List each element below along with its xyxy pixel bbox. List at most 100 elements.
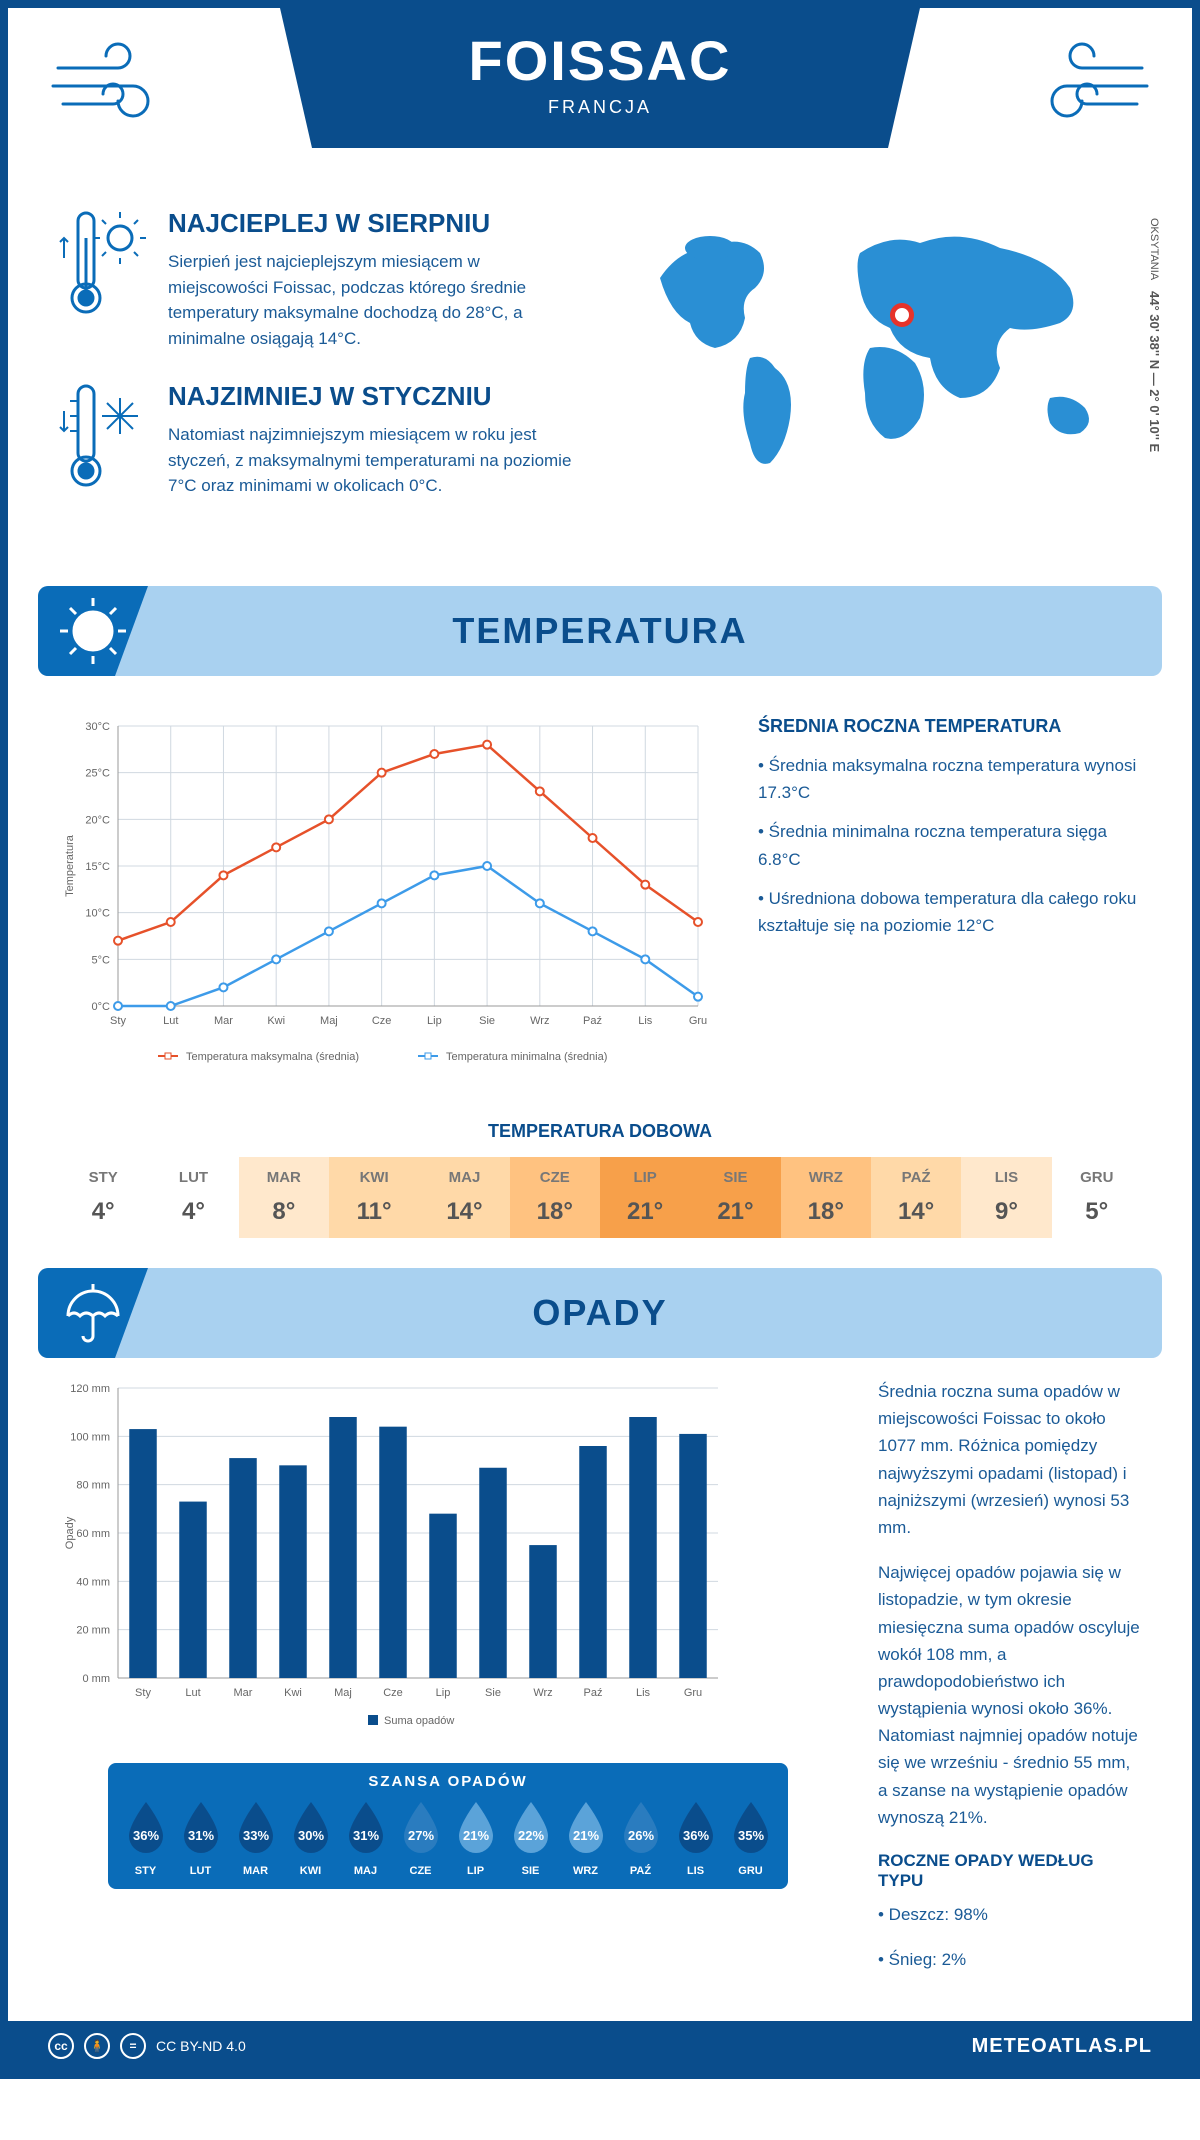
svg-text:21%: 21%	[572, 1828, 598, 1843]
precipitation-row: 0 mm20 mm40 mm60 mm80 mm100 mm120 mmOpad…	[8, 1378, 1192, 1991]
daily-cell: PAŹ14°	[871, 1157, 961, 1238]
svg-text:21%: 21%	[462, 1828, 488, 1843]
svg-text:0 mm: 0 mm	[83, 1673, 111, 1685]
drop-cell: 36% STY	[118, 1800, 173, 1877]
thermometer-sun-icon	[58, 208, 148, 333]
svg-text:10°C: 10°C	[85, 908, 110, 920]
svg-text:36%: 36%	[682, 1828, 708, 1843]
section-title: OPADY	[532, 1292, 667, 1334]
drop-cell: 21% WRZ	[558, 1800, 613, 1877]
thermometer-snow-icon	[58, 381, 148, 506]
brand: METEOATLAS.PL	[972, 2035, 1152, 2058]
page-subtitle: FRANCJA	[320, 97, 880, 118]
svg-text:Lis: Lis	[638, 1015, 653, 1027]
svg-text:5°C: 5°C	[92, 954, 111, 966]
section-header-precipitation: OPADY	[38, 1268, 1162, 1358]
annual-title: ŚREDNIA ROCZNA TEMPERATURA	[758, 716, 1142, 737]
svg-text:Mar: Mar	[234, 1687, 253, 1699]
sun-icon	[38, 586, 148, 676]
svg-text:26%: 26%	[627, 1828, 653, 1843]
precip-type-title: ROCZNE OPADY WEDŁUG TYPU	[878, 1851, 1142, 1891]
precip-chance-panel: SZANSA OPADÓW 36% STY 31% LUT 33% MAR 30…	[108, 1763, 788, 1889]
svg-text:0°C: 0°C	[92, 1001, 111, 1013]
annual-avg: • Uśredniona dobowa temperatura dla całe…	[758, 885, 1142, 939]
svg-text:25°C: 25°C	[85, 768, 110, 780]
svg-text:40 mm: 40 mm	[76, 1576, 110, 1588]
daily-cell: LIS9°	[961, 1157, 1051, 1238]
precip-snow: • Śnieg: 2%	[878, 1946, 1142, 1973]
temperature-row: 0°C5°C10°C15°C20°C25°C30°CStyLutMarKwiMa…	[8, 696, 1192, 1101]
svg-text:Temperatura: Temperatura	[64, 834, 76, 897]
svg-text:Maj: Maj	[334, 1687, 352, 1699]
coldest-text: Natomiast najzimniejszym miesiącem w rok…	[168, 422, 580, 499]
svg-text:33%: 33%	[242, 1828, 268, 1843]
drop-cell: 22% SIE	[503, 1800, 558, 1877]
footer: cc 🧍 = CC BY-ND 4.0 METEOATLAS.PL	[8, 2021, 1192, 2071]
umbrella-icon	[38, 1268, 148, 1358]
svg-text:31%: 31%	[187, 1828, 213, 1843]
precip-text-col: Średnia roczna suma opadów w miejscowośc…	[878, 1378, 1142, 1991]
annual-averages: ŚREDNIA ROCZNA TEMPERATURA • Średnia mak…	[758, 716, 1142, 1081]
location-marker	[890, 303, 914, 327]
svg-text:Kwi: Kwi	[267, 1015, 285, 1027]
svg-text:Cze: Cze	[372, 1015, 392, 1027]
svg-text:80 mm: 80 mm	[76, 1480, 110, 1492]
svg-text:100 mm: 100 mm	[70, 1431, 110, 1443]
wind-icon	[48, 38, 188, 133]
svg-text:Suma opadów: Suma opadów	[384, 1715, 454, 1727]
cc-icon: cc	[48, 2033, 74, 2059]
section-header-temperature: TEMPERATURA	[38, 586, 1162, 676]
daily-cell: MAR8°	[239, 1157, 329, 1238]
drop-cell: 21% LIP	[448, 1800, 503, 1877]
svg-text:Lip: Lip	[427, 1015, 442, 1027]
precip-rain: • Deszcz: 98%	[878, 1901, 1142, 1928]
daily-cell: MAJ14°	[419, 1157, 509, 1238]
wind-icon	[1012, 38, 1152, 133]
svg-text:120 mm: 120 mm	[70, 1383, 110, 1395]
svg-text:31%: 31%	[352, 1828, 378, 1843]
svg-text:35%: 35%	[737, 1828, 763, 1843]
world-map: OKSYTANIA 44° 30' 38'' N — 2° 0' 10'' E	[620, 208, 1142, 536]
precip-p2: Najwięcej opadów pojawia się w listopadz…	[878, 1559, 1142, 1831]
svg-text:Sty: Sty	[110, 1015, 126, 1027]
warmest-title: NAJCIEPLEJ W SIERPNIU	[168, 208, 580, 239]
by-icon: 🧍	[84, 2033, 110, 2059]
annual-max: • Średnia maksymalna roczna temperatura …	[758, 752, 1142, 806]
drop-cell: 35% GRU	[723, 1800, 778, 1877]
page-title: FOISSAC	[320, 28, 880, 93]
precip-p1: Średnia roczna suma opadów w miejscowośc…	[878, 1378, 1142, 1541]
svg-text:Wrz: Wrz	[530, 1015, 549, 1027]
chance-title: SZANSA OPADÓW	[108, 1773, 788, 1790]
svg-text:Lut: Lut	[185, 1687, 200, 1699]
svg-text:Lis: Lis	[636, 1687, 651, 1699]
nd-icon: =	[120, 2033, 146, 2059]
daily-cell: LUT4°	[148, 1157, 238, 1238]
svg-text:Sie: Sie	[485, 1687, 501, 1699]
svg-text:Opady: Opady	[64, 1516, 76, 1549]
svg-text:20°C: 20°C	[85, 814, 110, 826]
coldest-title: NAJZIMNIEJ W STYCZNIU	[168, 381, 580, 412]
daily-cell: KWI11°	[329, 1157, 419, 1238]
svg-text:Wrz: Wrz	[533, 1687, 552, 1699]
drop-cell: 31% LUT	[173, 1800, 228, 1877]
section-title: TEMPERATURA	[452, 610, 747, 652]
svg-text:30°C: 30°C	[85, 721, 110, 733]
svg-text:15°C: 15°C	[85, 861, 110, 873]
svg-text:27%: 27%	[407, 1828, 433, 1843]
svg-text:30%: 30%	[297, 1828, 323, 1843]
svg-text:60 mm: 60 mm	[76, 1528, 110, 1540]
svg-text:Kwi: Kwi	[284, 1687, 302, 1699]
svg-text:Sty: Sty	[135, 1687, 151, 1699]
svg-text:Paź: Paź	[584, 1687, 603, 1699]
daily-cell: GRU5°	[1052, 1157, 1142, 1238]
svg-text:Lut: Lut	[163, 1015, 178, 1027]
precipitation-chart: 0 mm20 mm40 mm60 mm80 mm100 mm120 mmOpad…	[58, 1378, 738, 1738]
daily-cell: SIE21°	[690, 1157, 780, 1238]
title-banner: FOISSAC FRANCJA	[280, 8, 920, 148]
daily-temp-row: STY4°LUT4°MAR8°KWI11°MAJ14°CZE18°LIP21°S…	[58, 1157, 1142, 1238]
daily-title: TEMPERATURA DOBOWA	[8, 1121, 1192, 1142]
svg-text:Gru: Gru	[684, 1687, 702, 1699]
warmest-text: Sierpień jest najcieplejszym miesiącem w…	[168, 249, 580, 351]
drop-cell: 36% LIS	[668, 1800, 723, 1877]
drop-cell: 31% MAJ	[338, 1800, 393, 1877]
